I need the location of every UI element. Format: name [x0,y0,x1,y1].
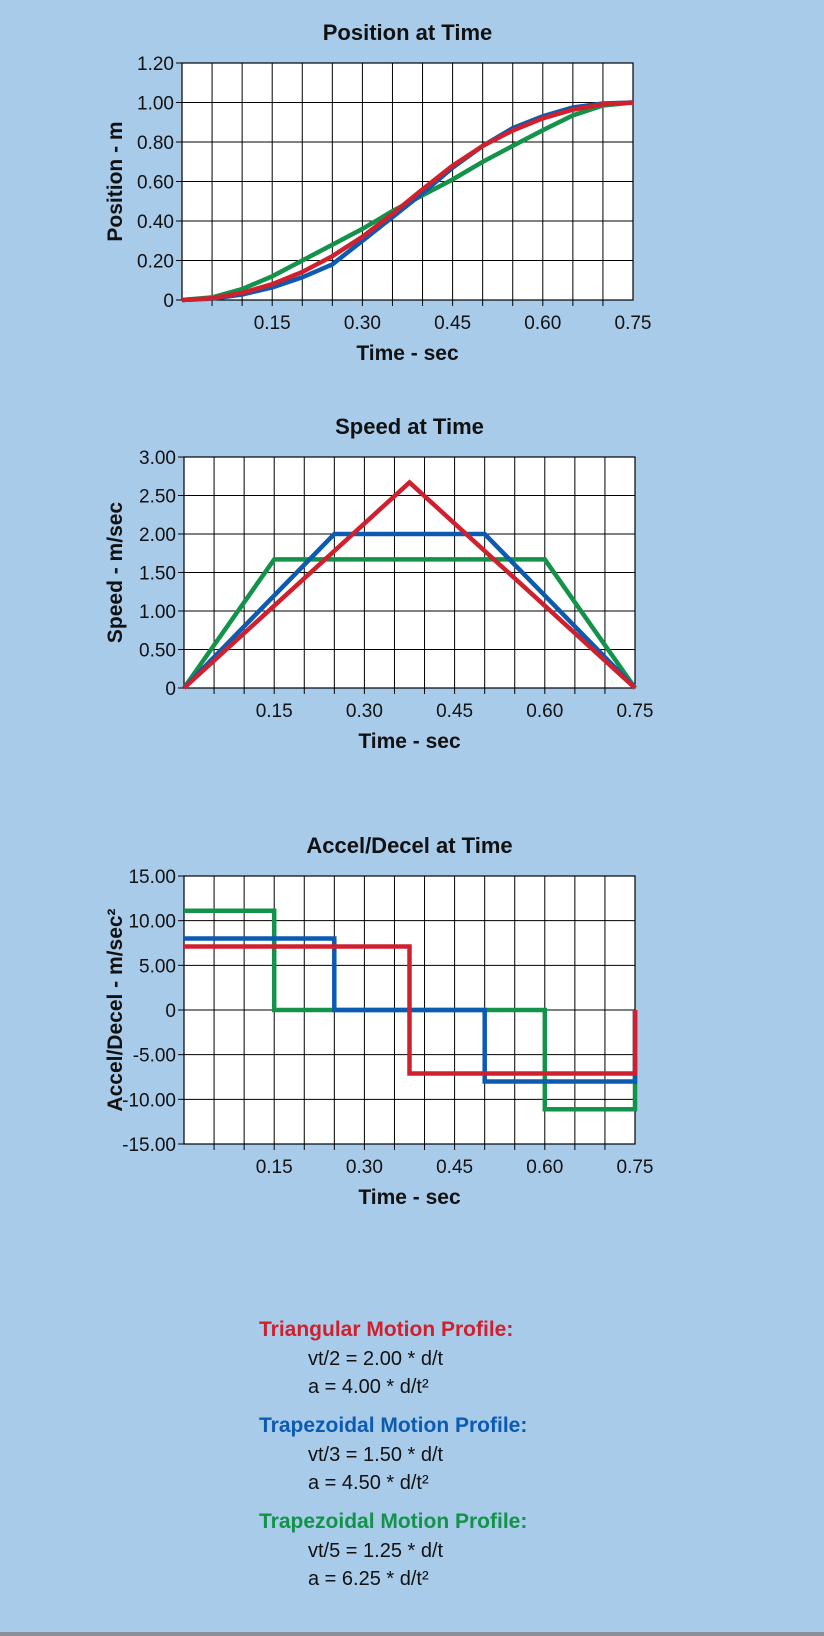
position-series-triangular-line [181,100,634,303]
position-y-tick-label: 0 [163,291,174,312]
accel-y-axis-label: Accel/Decel - m/sec² [104,908,127,1111]
legend-triangular: Triangular Motion Profile: vt/2 = 2.00 *… [259,1315,779,1401]
position-y-tick-label: 0.20 [137,252,174,273]
position-y-axis-label: Position - m [104,121,127,241]
speed-y-tick-label: 0.50 [139,641,176,662]
legend-trapezoidal-third-speed-formula: vt/3 = 1.50 * d/t [308,1444,444,1466]
position-x-tick-label: 0.15 [254,313,291,334]
speed-x-axis-label: Time - sec [358,730,461,753]
accel-y-tick-label: -5.00 [133,1046,176,1067]
position-y-tick-label: 0.80 [137,133,174,154]
accel-y-tick-label: -15.00 [122,1135,176,1156]
position-x-tick-label: 0.30 [344,313,381,334]
speed-chart-title: Speed at Time [335,414,484,439]
position-y-tick-label: 0.40 [137,212,174,233]
position-y-tick-label: 1.20 [137,54,174,75]
speed-y-tick-label: 2.50 [139,487,176,508]
position-x-tick-label: 0.75 [615,313,652,334]
motion-profile-legend: Triangular Motion Profile: vt/2 = 2.00 *… [259,1315,779,1603]
legend-trapezoidal-fifth-speed-formula: vt/5 = 1.25 * d/t [308,1540,444,1562]
speed-y-tick-label: 1.50 [139,564,176,585]
speed-x-tick-label: 0.60 [526,701,563,722]
speed-x-tick-label: 0.30 [346,701,383,722]
charts-canvas: 0.15 0.30 0.45 0.60 0.75 0 0.20 0.40 0.60 0.80 1.0… [104,20,653,1209]
position-x-tick-label: 0.45 [434,313,471,334]
bottom-rule [0,1632,824,1636]
accel-y-tick-label: 5.00 [139,956,176,977]
legend-trapezoidal-third-accel-formula: a = 4.50 * d/t² [308,1472,429,1494]
speed-y-tick-label: 0 [165,679,176,700]
accel-x-tick-label: 0.75 [617,1157,654,1178]
speed-chart: 0.15 0.30 0.45 0.60 0.75 0 0.50 1.00 1.50 2.00 2.5… [104,414,653,753]
legend-trapezoidal-third: Trapezoidal Motion Profile: vt/3 = 1.50 … [259,1411,779,1497]
speed-series-trapezoidal_green-line [182,557,637,690]
speed-plot-border [183,456,636,689]
accel-series-triangular-line [184,944,638,1076]
legend-trapezoidal-fifth-title: Trapezoidal Motion Profile: [259,1510,528,1533]
position-chart: 0.15 0.30 0.45 0.60 0.75 0 0.20 0.40 0.60 0.80 1.0… [104,20,651,365]
speed-y-tick-label: 3.00 [139,448,176,469]
position-y-tick-label: 0.60 [137,173,174,194]
position-x-axis-label: Time - sec [356,342,459,365]
accel-x-tick-label: 0.45 [436,1157,473,1178]
accel-y-tick-label: -10.00 [122,1090,176,1111]
position-x-tick-label: 0.60 [524,313,561,334]
accel-series-trapezoidal_green-line [184,908,638,1112]
speed-y-tick-label: 1.00 [139,602,176,623]
accel-x-axis-label: Time - sec [358,1186,461,1209]
speed-x-tick-label: 0.15 [256,701,293,722]
position-chart-title: Position at Time [323,20,493,45]
accel-chart: 0.15 0.30 0.45 0.60 0.75 -15.00 -10.00 -5.00 0 5.… [104,833,653,1209]
speed-x-tick-label: 0.75 [617,701,654,722]
legend-triangular-speed-formula: vt/2 = 2.00 * d/t [308,1348,444,1370]
speed-y-axis-label: Speed - m/sec [104,502,127,644]
legend-trapezoidal-fifth: Trapezoidal Motion Profile: vt/5 = 1.25 … [259,1507,779,1593]
speed-series-trapezoidal_blue-line [182,531,637,690]
legend-trapezoidal-fifth-accel-formula: a = 6.25 * d/t² [308,1568,429,1590]
position-y-tick-label: 1.00 [137,94,174,115]
legend-triangular-title: Triangular Motion Profile: [259,1318,514,1341]
accel-x-tick-label: 0.15 [256,1157,293,1178]
legend-triangular-accel-formula: a = 4.00 * d/t² [308,1376,429,1398]
accel-x-tick-label: 0.30 [346,1157,383,1178]
speed-series-triangular-line [182,479,637,690]
accel-series-trapezoidal_blue-line [184,936,638,1084]
legend-trapezoidal-third-title: Trapezoidal Motion Profile: [259,1414,528,1437]
position-plot-border [181,62,634,301]
accel-y-tick-label: 0 [165,1001,176,1022]
accel-y-tick-label: 15.00 [128,867,176,888]
accel-chart-title: Accel/Decel at Time [306,833,512,858]
accel-x-tick-label: 0.60 [526,1157,563,1178]
accel-y-tick-label: 10.00 [128,912,176,933]
speed-y-tick-label: 2.00 [139,525,176,546]
speed-x-tick-label: 0.45 [436,701,473,722]
